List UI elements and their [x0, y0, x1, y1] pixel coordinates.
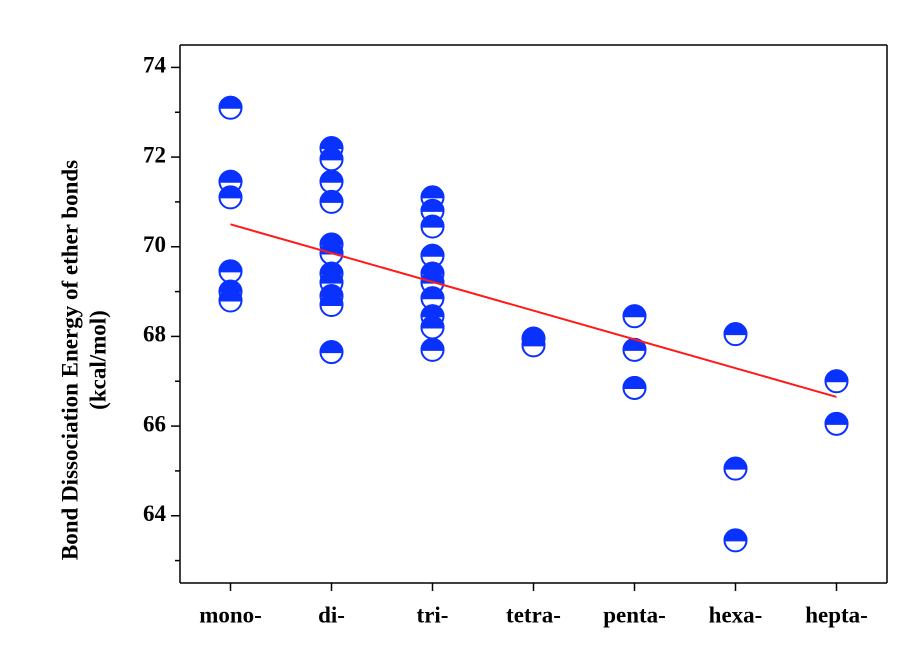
x-tick-label: penta-	[603, 602, 666, 627]
marker-half	[319, 261, 344, 275]
y-tick-label: 64	[143, 501, 167, 526]
x-tick-label: di-	[318, 602, 345, 627]
marker-half	[319, 284, 344, 298]
marker-half	[824, 411, 849, 425]
marker	[319, 293, 344, 318]
marker	[218, 259, 243, 284]
marker-half	[420, 286, 445, 300]
marker	[319, 169, 344, 194]
marker-half	[420, 315, 445, 329]
marker-half	[420, 304, 445, 318]
marker	[622, 304, 647, 329]
marker-half	[218, 288, 243, 302]
marker-half	[319, 189, 344, 203]
marker-half	[622, 337, 647, 351]
marker-half	[319, 136, 344, 150]
marker	[218, 185, 243, 210]
marker	[824, 411, 849, 436]
marker-half	[521, 333, 546, 347]
marker-half	[420, 198, 445, 212]
trend-line	[230, 223, 837, 398]
marker-half	[218, 169, 243, 183]
marker	[723, 322, 748, 347]
marker	[824, 369, 849, 394]
marker	[420, 286, 445, 311]
marker-half	[218, 279, 243, 293]
marker-half	[319, 340, 344, 354]
marker	[319, 340, 344, 365]
marker-half	[420, 243, 445, 257]
x-tick-label: hexa-	[709, 602, 763, 627]
x-tick-label: tri-	[417, 602, 449, 627]
y-axis-label: (kcal/mol)	[85, 310, 110, 410]
marker	[420, 337, 445, 362]
marker	[420, 214, 445, 239]
marker	[622, 375, 647, 400]
marker-half	[319, 232, 344, 246]
marker-half	[723, 322, 748, 336]
marker-half	[420, 185, 445, 199]
marker	[319, 147, 344, 172]
y-tick-label: 72	[143, 142, 166, 167]
x-tick-label: mono-	[199, 602, 262, 627]
y-tick-label: 66	[143, 411, 166, 436]
marker-half	[218, 259, 243, 273]
marker	[723, 528, 748, 553]
marker-half	[622, 376, 647, 389]
marker-half	[622, 304, 647, 318]
marker-half	[218, 95, 243, 109]
marker-half	[723, 528, 748, 542]
marker	[218, 95, 243, 120]
y-tick-label: 68	[143, 322, 166, 347]
y-axis-label: Bond Dissociation Energy of ether bonds	[57, 160, 82, 560]
marker-half	[319, 293, 344, 307]
marker	[723, 456, 748, 481]
marker-half	[824, 369, 849, 383]
marker-half	[723, 456, 748, 470]
x-tick-label: hepta-	[805, 602, 868, 627]
marker-half	[218, 185, 243, 199]
marker	[420, 315, 445, 340]
marker-half	[319, 147, 344, 161]
marker-half	[420, 337, 445, 351]
marker	[218, 288, 243, 313]
marker	[319, 189, 344, 214]
marker	[521, 333, 546, 358]
marker-half	[319, 169, 344, 183]
marker-half	[420, 261, 445, 275]
y-tick-label: 70	[143, 232, 166, 257]
marker-half	[420, 214, 445, 228]
marker-half	[319, 270, 344, 284]
x-tick-label: tetra-	[506, 602, 561, 627]
y-tick-label: 74	[143, 53, 167, 78]
